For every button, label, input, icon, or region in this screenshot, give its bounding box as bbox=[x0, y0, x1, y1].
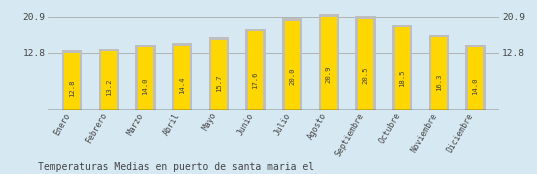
Bar bbox=[355, 16, 376, 110]
Bar bbox=[135, 45, 156, 110]
Text: 20.0: 20.0 bbox=[289, 67, 295, 85]
Bar bbox=[431, 37, 447, 110]
Text: 14.0: 14.0 bbox=[473, 77, 478, 95]
Bar bbox=[211, 40, 227, 110]
Bar bbox=[64, 53, 80, 110]
Bar bbox=[468, 48, 483, 110]
Text: 14.0: 14.0 bbox=[142, 77, 149, 95]
Bar bbox=[138, 48, 153, 110]
Bar bbox=[175, 46, 190, 110]
Bar bbox=[101, 51, 117, 110]
Text: 17.6: 17.6 bbox=[252, 71, 258, 89]
Text: 16.3: 16.3 bbox=[436, 73, 442, 91]
Text: 20.9: 20.9 bbox=[326, 66, 332, 83]
Text: 20.5: 20.5 bbox=[362, 66, 368, 84]
Text: 18.5: 18.5 bbox=[399, 70, 405, 87]
Bar bbox=[172, 43, 192, 110]
Bar bbox=[429, 35, 449, 110]
Bar bbox=[285, 21, 300, 110]
Bar bbox=[358, 19, 373, 110]
Bar bbox=[208, 37, 229, 110]
Bar bbox=[318, 14, 339, 110]
Bar bbox=[248, 31, 263, 110]
Text: Temperaturas Medias en puerto de santa maria el: Temperaturas Medias en puerto de santa m… bbox=[38, 162, 314, 172]
Text: 14.4: 14.4 bbox=[179, 77, 185, 94]
Bar bbox=[465, 45, 486, 110]
Text: 12.8: 12.8 bbox=[69, 79, 75, 97]
Text: 15.7: 15.7 bbox=[216, 74, 222, 92]
Bar bbox=[99, 49, 119, 110]
Text: 13.2: 13.2 bbox=[106, 79, 112, 96]
Bar bbox=[395, 27, 410, 110]
Bar bbox=[321, 17, 337, 110]
Bar bbox=[282, 18, 302, 110]
Bar bbox=[245, 29, 266, 110]
Bar bbox=[392, 25, 412, 110]
Bar bbox=[62, 50, 83, 110]
